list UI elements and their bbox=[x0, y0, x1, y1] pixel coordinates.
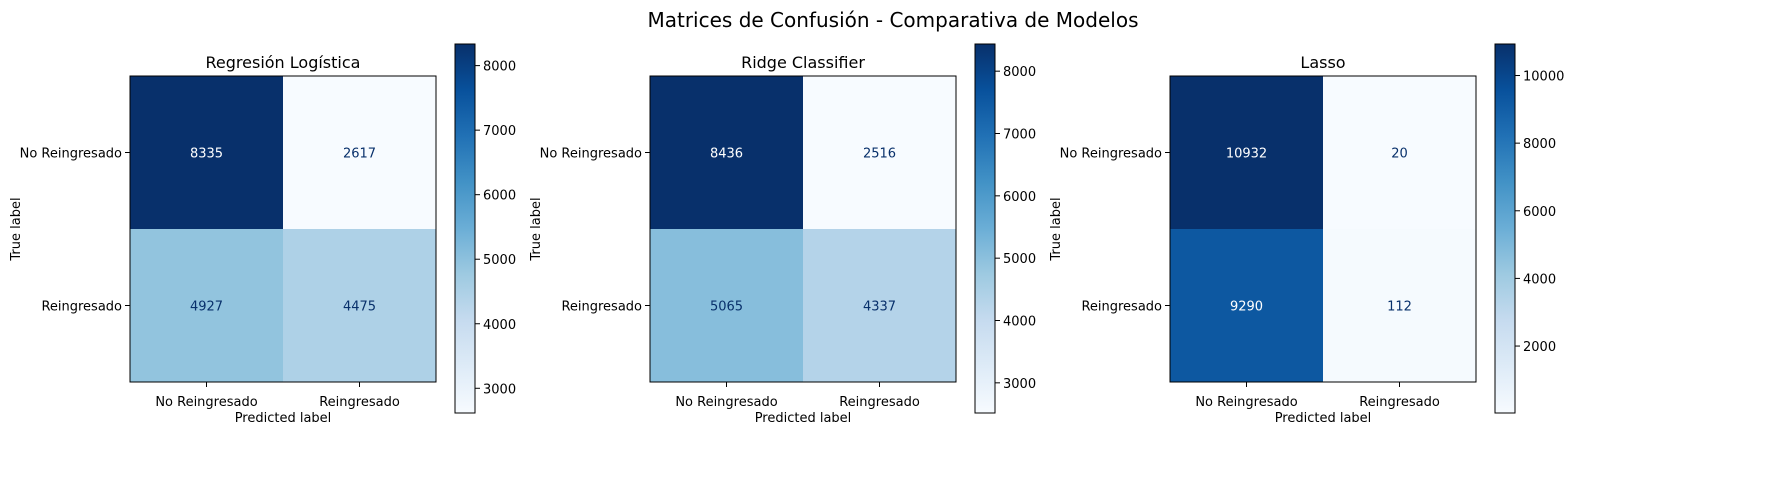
cell-value-label: 4927 bbox=[190, 300, 223, 315]
colorbar-tick-label: 8000 bbox=[1003, 65, 1036, 80]
colorbar-tick-label: 3000 bbox=[1003, 377, 1036, 392]
x-tick-label: No Reingresado bbox=[1195, 395, 1297, 410]
matrix-cell bbox=[803, 229, 956, 382]
matrix-cell bbox=[803, 76, 956, 229]
matrix-cell bbox=[650, 76, 803, 229]
y-tick-label: No Reingresado bbox=[540, 147, 642, 162]
y-tick-label: No Reingresado bbox=[1060, 147, 1162, 162]
y-tick-label: Reingresado bbox=[1081, 300, 1162, 315]
x-axis-label: Predicted label bbox=[1275, 411, 1372, 426]
colorbar-tick-label: 10000 bbox=[1523, 70, 1564, 85]
colorbar-tick-label: 3000 bbox=[483, 382, 516, 397]
matrix-cell bbox=[130, 76, 283, 229]
colorbar bbox=[454, 43, 476, 414]
colorbar-tick-label: 4000 bbox=[1523, 272, 1556, 287]
x-tick-label: No Reingresado bbox=[675, 395, 777, 410]
figure-title: Matrices de Confusión - Comparativa de M… bbox=[647, 8, 1138, 32]
cell-value-label: 8335 bbox=[190, 147, 223, 162]
y-axis-label: True label bbox=[529, 197, 544, 261]
y-tick-label: Reingresado bbox=[561, 300, 642, 315]
colorbar-tick-label: 6000 bbox=[1003, 190, 1036, 205]
matrix-cell bbox=[283, 229, 436, 382]
colorbar-tick-label: 7000 bbox=[1003, 128, 1036, 143]
x-tick-label: No Reingresado bbox=[155, 395, 257, 410]
matrix-cell bbox=[1170, 76, 1323, 229]
cell-value-label: 2617 bbox=[343, 147, 376, 162]
confusion-matrix-panel-1: Regresión Logística 8335 2617 4927 4475 No Re… bbox=[9, 43, 516, 426]
cell-value-label: 9290 bbox=[1230, 300, 1263, 315]
cell-value-label: 10932 bbox=[1226, 147, 1267, 162]
colorbar-tick-label: 8000 bbox=[1523, 137, 1556, 152]
colorbar-tick-label: 6000 bbox=[483, 189, 516, 204]
matrix-cell bbox=[1170, 229, 1323, 382]
confusion-matrix-panel-2: Ridge Classifier 8436 2516 5065 4337 No Reing… bbox=[529, 43, 1036, 426]
plot-frame bbox=[649, 75, 957, 383]
panel-title: Regresión Logística bbox=[206, 53, 361, 72]
plot-frame bbox=[1169, 75, 1477, 383]
x-axis-label: Predicted label bbox=[235, 411, 332, 426]
colorbar-tick-label: 5000 bbox=[483, 253, 516, 268]
colorbar-tick-label: 7000 bbox=[483, 124, 516, 139]
colorbar-tick-label: 2000 bbox=[1523, 340, 1556, 355]
matrix-cell bbox=[1323, 76, 1476, 229]
colorbar-tick-label: 6000 bbox=[1523, 205, 1556, 220]
colorbar-tick-label: 5000 bbox=[1003, 252, 1036, 267]
cell-value-label: 8436 bbox=[710, 147, 743, 162]
matrix-cell bbox=[283, 76, 436, 229]
confusion-matrix-panel-3: Lasso 10932 20 9290 112 No Reingresado Reingre… bbox=[1049, 43, 1564, 426]
x-tick-label: Reingresado bbox=[319, 395, 400, 410]
colorbar-tick-label: 4000 bbox=[1003, 315, 1036, 330]
colorbar bbox=[974, 43, 996, 414]
y-tick-label: Reingresado bbox=[41, 300, 122, 315]
panel-title: Ridge Classifier bbox=[741, 53, 865, 72]
x-tick-label: Reingresado bbox=[839, 395, 920, 410]
x-axis-label: Predicted label bbox=[755, 411, 852, 426]
cell-value-label: 4475 bbox=[343, 300, 376, 315]
cell-value-label: 4337 bbox=[863, 300, 896, 315]
matrix-cell bbox=[1323, 229, 1476, 382]
y-axis-label: True label bbox=[1049, 197, 1064, 261]
cell-value-label: 2516 bbox=[863, 147, 896, 162]
matrix-cell bbox=[650, 229, 803, 382]
cell-value-label: 5065 bbox=[710, 300, 743, 315]
x-tick-label: Reingresado bbox=[1359, 395, 1440, 410]
colorbar-tick-label: 8000 bbox=[483, 60, 516, 75]
cell-value-label: 20 bbox=[1391, 147, 1408, 162]
colorbar-tick-label: 4000 bbox=[483, 318, 516, 333]
matrix-cell bbox=[130, 229, 283, 382]
panel-title: Lasso bbox=[1300, 53, 1345, 72]
cell-value-label: 112 bbox=[1387, 300, 1412, 315]
y-tick-label: No Reingresado bbox=[20, 147, 122, 162]
y-axis-label: True label bbox=[9, 197, 24, 261]
colorbar bbox=[1494, 43, 1516, 414]
plot-frame bbox=[129, 75, 437, 383]
